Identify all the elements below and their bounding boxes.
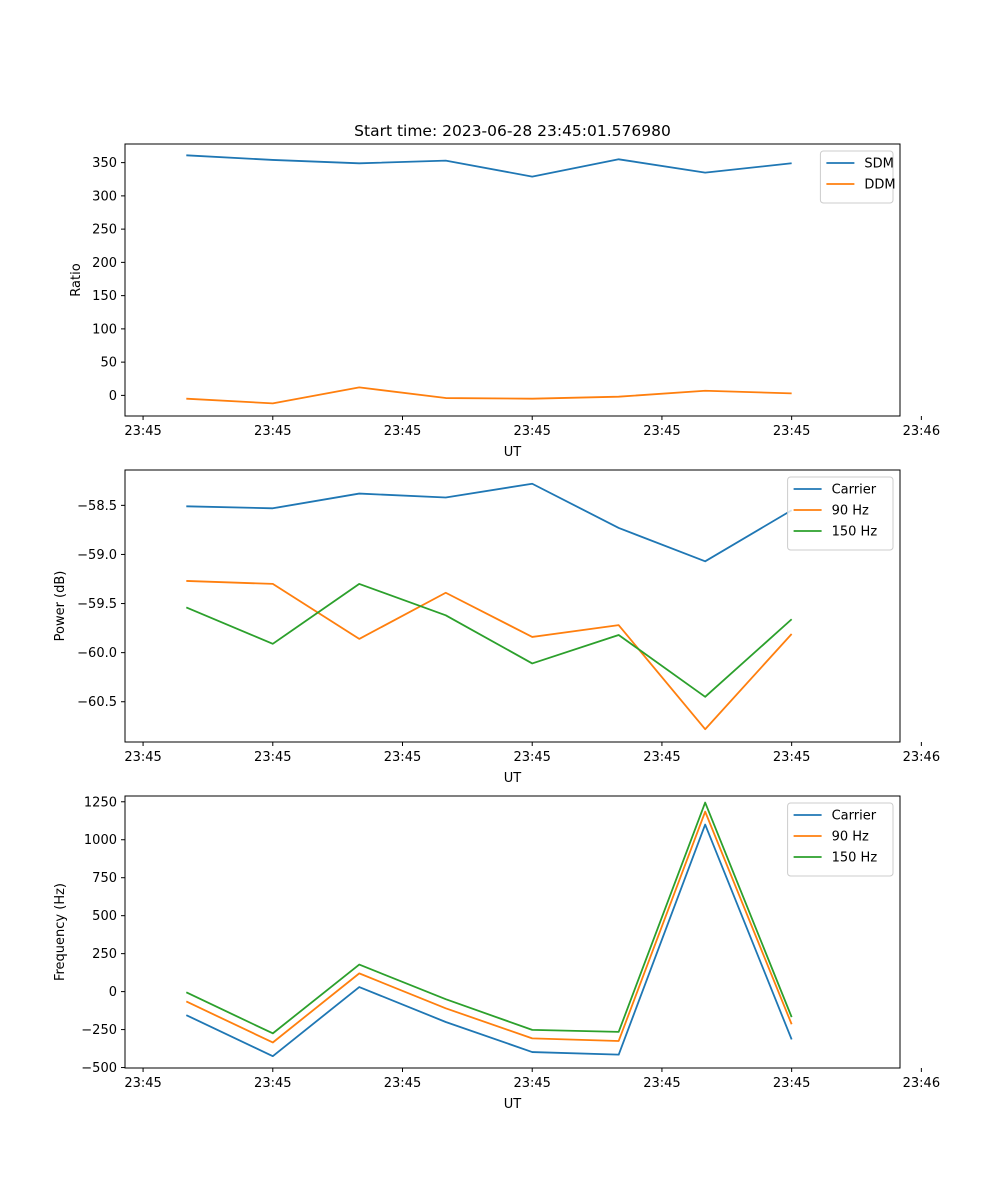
y-tick-label: 250 (92, 223, 117, 238)
y-tick-label: 200 (92, 256, 117, 271)
chart-panel-1: 23:45 23:45 23:45 23:45 23:45 23:45 23:46 0 50 10… (69, 143, 940, 460)
y-tick-label: 250 (92, 947, 117, 962)
y-tick-label: −60.0 (77, 646, 117, 661)
series-line-ddm (186, 386, 792, 405)
y-tick-label: 0 (109, 389, 117, 404)
chart-panel-2: 23:45 23:45 23:45 23:45 23:45 23:45 23:46 −58.5… (53, 469, 940, 786)
legend-label: DDM (864, 178, 895, 193)
x-tick-label: 23:45 (643, 1076, 680, 1091)
y-tick-label: 50 (100, 356, 117, 371)
legend-box (819, 150, 894, 204)
series-line-90-hz (185, 810, 793, 1044)
x-axis-label: UT (504, 1097, 522, 1112)
y-tick-label: 1250 (84, 795, 117, 810)
y-tick-label: 500 (92, 909, 117, 924)
legend-label: 150 Hz (832, 851, 878, 866)
y-tick-label: −250 (81, 1023, 117, 1038)
x-tick-label: 23:45 (773, 1076, 810, 1091)
legend-label: 150 Hz (832, 525, 878, 540)
legend: Carrier 90 Hz 150 Hz (787, 476, 894, 551)
y-axis-label: Frequency (Hz) (53, 883, 68, 981)
x-tick-label: 23:46 (903, 1076, 940, 1091)
axes-frame (124, 143, 901, 417)
legend: Carrier 90 Hz 150 Hz (787, 802, 894, 877)
y-tick-label: 1000 (84, 833, 117, 848)
x-tick-label: 23:45 (124, 750, 161, 765)
y-tick-label: −58.5 (77, 499, 117, 514)
figure-title: Start time: 2023-06-28 23:45:01.576980 (354, 122, 671, 140)
legend-label: Carrier (832, 483, 877, 498)
x-tick-label: 23:45 (773, 424, 810, 439)
y-axis-label: Ratio (69, 263, 84, 296)
series-line-150-hz (185, 583, 793, 698)
series-line-carrier (185, 823, 793, 1058)
axes-frame (124, 469, 901, 743)
x-tick-label: 23:45 (643, 424, 680, 439)
legend-label: SDM (864, 157, 893, 172)
series-line-150-hz (185, 801, 793, 1035)
x-tick-label: 23:45 (254, 1076, 291, 1091)
y-tick-label: 0 (109, 985, 117, 1000)
series-line-carrier (186, 482, 793, 563)
axes-frame (124, 795, 901, 1069)
x-tick-label: 23:45 (384, 424, 421, 439)
x-tick-label: 23:46 (903, 424, 940, 439)
y-tick-label: 150 (92, 289, 117, 304)
x-tick-label: 23:45 (384, 750, 421, 765)
x-tick-label: 23:45 (643, 750, 680, 765)
series-line-sdm (186, 154, 792, 178)
legend-label: 90 Hz (832, 504, 869, 519)
x-tick-label: 23:45 (254, 750, 291, 765)
legend-label: Carrier (832, 809, 877, 824)
x-axis-label: UT (504, 771, 522, 786)
x-tick-label: 23:45 (513, 424, 550, 439)
x-axis-label: UT (504, 445, 522, 460)
x-tick-label: 23:45 (384, 1076, 421, 1091)
y-tick-label: −60.5 (77, 695, 117, 710)
y-tick-label: −59.0 (77, 548, 117, 563)
x-tick-label: 23:46 (903, 750, 940, 765)
x-tick-label: 23:45 (254, 424, 291, 439)
x-tick-label: 23:45 (124, 1076, 161, 1091)
y-tick-label: −59.5 (77, 597, 117, 612)
legend-label: 90 Hz (832, 830, 869, 845)
x-tick-label: 23:45 (513, 750, 550, 765)
y-tick-label: 750 (92, 871, 117, 886)
y-axis-label: Power (dB) (53, 571, 68, 642)
x-tick-label: 23:45 (513, 1076, 550, 1091)
y-tick-label: 350 (92, 156, 117, 171)
x-tick-label: 23:45 (773, 750, 810, 765)
y-tick-label: 100 (92, 322, 117, 337)
legend: SDM DDM (819, 150, 896, 204)
y-tick-label: −500 (81, 1061, 117, 1076)
x-tick-label: 23:45 (124, 424, 161, 439)
y-tick-label: 300 (92, 189, 117, 204)
chart-panel-3: 23:45 23:45 23:45 23:45 23:45 23:45 23:46 −500 −… (53, 795, 940, 1112)
series-line-90-hz (186, 580, 793, 731)
